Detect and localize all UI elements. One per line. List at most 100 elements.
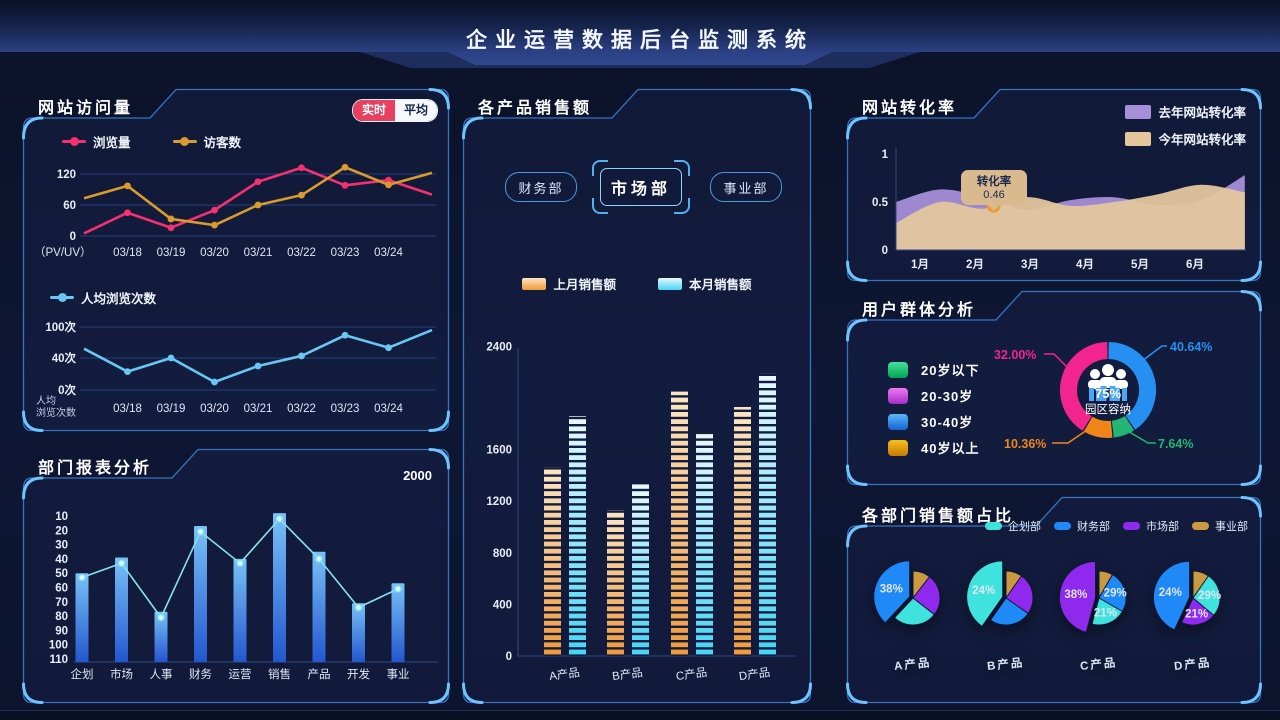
text-el: 0.5 xyxy=(872,197,889,209)
text-el: （PV/UV） xyxy=(34,246,92,259)
donut-center-value: 75% xyxy=(1094,386,1122,401)
text-el: 人均 xyxy=(36,395,56,407)
path-el xyxy=(896,184,1245,250)
polyline-el xyxy=(1044,353,1069,369)
circle-el xyxy=(196,527,205,536)
text-el: 30 xyxy=(55,540,68,552)
text-el: 800 xyxy=(493,548,512,560)
path-el xyxy=(1180,597,1215,626)
circle-el xyxy=(124,182,131,190)
callout-20-30: 32.00% xyxy=(994,348,1037,362)
circle-el xyxy=(117,559,126,567)
rect-el xyxy=(312,551,326,663)
circle-el xyxy=(167,354,175,362)
polyline-el xyxy=(1137,345,1167,365)
path-el xyxy=(989,597,1029,626)
circle-el xyxy=(341,331,349,339)
rect-el xyxy=(352,603,365,662)
path-el xyxy=(912,575,941,616)
callout-under20: 7.64% xyxy=(1158,437,1194,451)
legend-item-lastyear: 去年网站转化率 xyxy=(1125,102,1246,121)
rect-el xyxy=(1109,386,1116,401)
panel-conversion: 网站转化率 去年网站转化率 今年网站转化率 1 0.5 0 1月 2月 3月 4月 5月 6月 … xyxy=(846,88,1262,282)
age20-30-swatch xyxy=(888,387,908,404)
conversion-legend: 去年网站转化率 今年网站转化率 xyxy=(1125,102,1246,148)
tab-finance-dept[interactable]: 财务部 xyxy=(505,172,577,202)
finance-swatch xyxy=(1054,522,1071,530)
text-el: 60 xyxy=(63,200,76,212)
text-el: 开发 xyxy=(347,667,370,681)
business-swatch xyxy=(1192,522,1209,530)
text-el: 2月 xyxy=(966,258,984,271)
circle-el xyxy=(315,555,323,563)
text-el: 03/19 xyxy=(157,403,186,415)
rect-el xyxy=(1115,388,1120,401)
legend-label: 浏览量 xyxy=(93,136,131,150)
pvuv-line-chart: 0 60 120 （PV/UV） 03/18 03/19 03/20 03/21 03/22 03… xyxy=(34,163,436,259)
path-el xyxy=(1060,342,1108,431)
circle-el xyxy=(254,362,262,370)
circle-el xyxy=(254,201,262,209)
tab-business-dept[interactable]: 事业部 xyxy=(710,172,782,202)
text-el: 90 xyxy=(55,625,68,637)
thismonth-swatch xyxy=(658,277,682,290)
text-el: 人事 xyxy=(150,668,173,681)
path-el xyxy=(1108,342,1157,430)
callout-over40: 10.36% xyxy=(1004,437,1047,451)
pvuv-legend: 浏览量 访客数 xyxy=(62,132,241,151)
text-el: 3月 xyxy=(1021,258,1039,271)
rect-el xyxy=(1114,380,1128,389)
rect-el xyxy=(1099,377,1117,388)
text-el: C产品 xyxy=(675,665,708,683)
circle-el xyxy=(167,215,175,223)
rect-el xyxy=(759,373,776,656)
legend-item-thismonth: 本月销售额 xyxy=(658,274,752,293)
circle-el xyxy=(211,206,218,214)
circle-el xyxy=(124,209,131,217)
text-el: 38% xyxy=(1064,589,1087,601)
path-el xyxy=(1005,575,1034,615)
panel-title: 各产品销售额 xyxy=(478,100,593,117)
text-el: 29% xyxy=(1104,588,1127,600)
text-el: 50 xyxy=(55,568,68,580)
circle-el xyxy=(211,221,218,229)
text-el: 20 xyxy=(55,525,68,537)
text-el: 销售 xyxy=(268,667,291,681)
legend-label: 企划部 xyxy=(1008,521,1041,533)
path-el xyxy=(893,597,936,626)
text-el: 03/23 xyxy=(331,403,360,415)
text-el: 03/21 xyxy=(244,403,273,415)
tab-bracket xyxy=(592,160,608,176)
text-el: 1200 xyxy=(486,496,512,508)
text-el: 4月 xyxy=(1076,258,1094,271)
text-el: A产品 xyxy=(548,665,580,683)
rect-el xyxy=(569,416,586,656)
legend-item-planning: 企划部 xyxy=(985,518,1041,534)
circle-el xyxy=(385,176,392,184)
percap-line-chart: 100次 40次 0次 03/18 03/19 03/20 03/21 03/22 03/23 0… xyxy=(36,320,436,419)
legend-label: 市场部 xyxy=(1146,521,1179,533)
path-el xyxy=(1098,573,1127,613)
text-el: 70 xyxy=(55,597,68,609)
text-el: 38% xyxy=(880,584,903,596)
tab-market-dept[interactable]: 市场部 xyxy=(592,160,690,214)
circle-el xyxy=(211,378,218,386)
panel-user-groups: 用户群体分析 20岁以下 20-30岁 30-40岁 40岁以上 40.64% … xyxy=(846,290,1262,486)
rect-el xyxy=(273,513,286,662)
path-el xyxy=(966,560,1004,628)
legend-item-market: 市场部 xyxy=(1123,518,1179,534)
text-el: 03/20 xyxy=(200,403,229,415)
toggle-average-option[interactable]: 平均 xyxy=(394,100,437,121)
realtime-average-toggle[interactable]: 实时 平均 xyxy=(351,99,438,122)
text-el: 80 xyxy=(55,611,68,623)
toggle-realtime-option[interactable]: 实时 xyxy=(352,100,395,121)
tooltip-label: 转化率 xyxy=(976,176,1012,188)
rect-el xyxy=(1122,388,1127,401)
circle-el xyxy=(341,163,349,171)
legend-item-business: 事业部 xyxy=(1192,518,1248,534)
tab-bracket xyxy=(592,198,608,214)
circle-el xyxy=(1090,369,1100,379)
circle-el xyxy=(394,585,402,593)
